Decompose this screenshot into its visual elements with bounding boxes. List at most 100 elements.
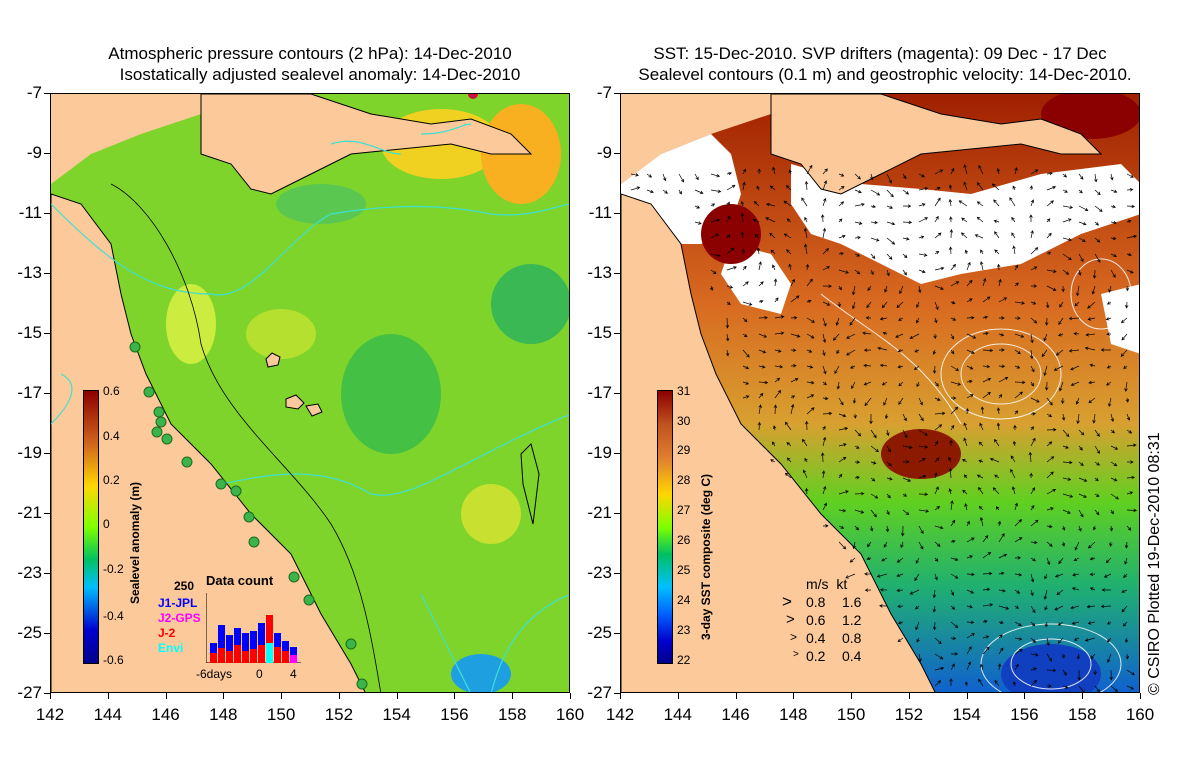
velocity-arrow (1014, 637, 1023, 641)
velocity-arrow (852, 541, 856, 550)
velocity-arrow (1030, 397, 1040, 403)
velocity-arrow (994, 438, 1000, 447)
velocity-arrow (1061, 413, 1066, 421)
velocity-arrow (758, 380, 769, 385)
velocity-arrow (822, 168, 828, 175)
velocity-arrow (998, 553, 1008, 559)
velocity-arrow (1057, 621, 1064, 626)
ocean-field (51, 94, 569, 692)
y-axis-label: -11 (18, 203, 42, 222)
velocity-arrow (773, 278, 778, 287)
histogram-bars (210, 615, 297, 663)
velocity-arrow (1046, 269, 1057, 273)
x-axis-tick (512, 693, 514, 699)
velocity-arrow (982, 364, 991, 369)
velocity-arrow (1105, 557, 1112, 564)
velocity-arrow (978, 505, 984, 511)
velocity-arrow (1124, 557, 1128, 565)
y-axis-tick (44, 633, 50, 634)
velocity-arrow (849, 317, 856, 326)
velocity-arrow (902, 460, 910, 464)
velocity-arrow (1073, 637, 1080, 641)
velocity-arrow (948, 488, 952, 495)
velocity-arrow (1030, 230, 1034, 239)
velocity-arrow (934, 541, 941, 547)
velocity-arrow (1103, 573, 1112, 578)
velocity-arrow (1030, 573, 1035, 583)
velocity-arrow (974, 234, 984, 239)
velocity-arrow (820, 214, 825, 223)
legend-j-2: J-2 (158, 626, 176, 640)
velocity-arrow (862, 331, 872, 335)
velocity-arrow (934, 381, 939, 387)
velocity-arrow (998, 533, 1005, 543)
velocity-arrow (1124, 381, 1128, 392)
velocity-arrow (991, 183, 1000, 191)
shelf-isobath (110, 183, 382, 692)
velocity-arrow (854, 491, 865, 496)
velocity-arrow (1092, 525, 1097, 531)
velocity-arrow (1045, 317, 1049, 326)
y-axis-tick (614, 393, 620, 394)
x-axis-label: 146 (151, 705, 180, 724)
velocity-arrow (806, 349, 813, 353)
legend-j2-gps: J2-GPS (158, 611, 201, 625)
island (265, 352, 281, 368)
velocity-arrow (1043, 589, 1048, 600)
y-axis-label: -11 (588, 203, 612, 222)
velocity-arrow (1108, 285, 1112, 293)
x-axis-label: 148 (209, 705, 238, 724)
velocity-arrow (822, 436, 827, 447)
velocity-arrow (961, 458, 968, 463)
velocity-arrow (752, 218, 760, 223)
velocity-arrow (1030, 637, 1036, 643)
y-axis-tick (614, 453, 620, 454)
data-count-x-right: 4 (290, 667, 297, 681)
velocity-arrow (934, 440, 939, 447)
velocity-arrow (1030, 301, 1037, 305)
tide-gauge-stations (129, 341, 368, 690)
velocity-arrow (806, 380, 815, 385)
velocity-arrow (998, 647, 1004, 655)
velocity-arrow (870, 173, 874, 181)
x-axis-label: 150 (266, 705, 296, 724)
velocity-arrow (838, 185, 845, 191)
velocity-arrow (1012, 440, 1017, 447)
velocity-arrow (1078, 685, 1085, 692)
velocity-arrow (1094, 253, 1101, 263)
velocity-arrow (1109, 525, 1114, 532)
velocity-arrow (742, 381, 750, 385)
histogram-bar (234, 645, 241, 663)
velocity-arrow (784, 421, 792, 431)
high-anomaly-patch (246, 309, 316, 359)
velocity-arrow (966, 605, 973, 609)
velocity-arrow (1030, 266, 1038, 271)
velocity-arrow (822, 349, 826, 357)
velocity-arrow (1109, 669, 1113, 681)
velocity-arrow (1126, 413, 1131, 421)
velocity-arrow (1070, 365, 1080, 371)
velocity-arrow (962, 489, 968, 495)
velocity-arrow (1126, 685, 1134, 690)
velocity-arrow (1091, 285, 1096, 295)
x-axis-tick (1140, 693, 1141, 699)
data-count-x-left: -6days (196, 667, 233, 681)
velocity-arrow (1046, 456, 1055, 463)
velocity-arrow (774, 364, 784, 369)
velocity-arrow (838, 251, 844, 256)
x-axis-label: 154 (952, 705, 981, 724)
velocity-arrow (710, 173, 721, 178)
velocity-arrow (1061, 653, 1066, 659)
velocity-arrow (1121, 589, 1128, 593)
left-cb-tick: 0.6 (103, 384, 120, 398)
velocity-arrow (1106, 621, 1112, 625)
velocity-arrow (864, 397, 872, 407)
velocity-arrow (1062, 205, 1074, 209)
velocity-arrow (1061, 397, 1065, 405)
velocity-arrow (934, 301, 939, 311)
velocity-arrow (1057, 637, 1064, 644)
velocity-arrow (902, 220, 913, 225)
velocity-arrow (851, 285, 856, 296)
velocity-arrow (961, 217, 968, 223)
velocity-arrow (770, 459, 776, 463)
